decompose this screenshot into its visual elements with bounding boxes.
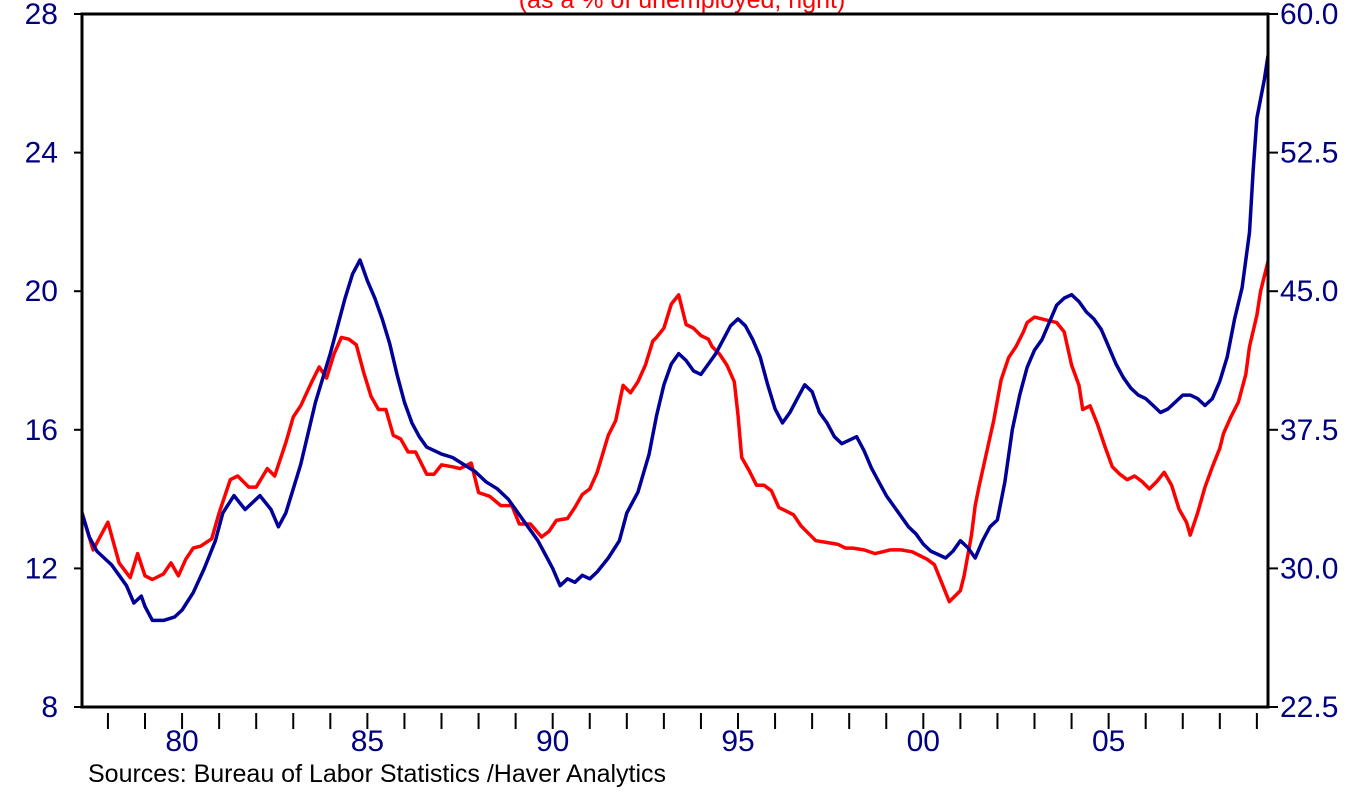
series-line-right — [82, 259, 1268, 604]
y-left-tick-label: 16 — [25, 414, 58, 447]
chart-subtitle: (as a % of unemployed, right) — [519, 0, 846, 14]
x-tick-label: 00 — [907, 725, 940, 758]
x-tick-label: 80 — [165, 725, 198, 758]
y-left-tick-label: 28 — [25, 0, 58, 31]
y-left-tick-label: 12 — [25, 552, 58, 585]
x-tick-label: 90 — [536, 725, 569, 758]
axes-layer: 8 12 16 20 24 28 22.5 30.0 37.5 45.0 52.5 60.0 80 85 9… — [25, 0, 1339, 758]
y-right-tick-label: 45.0 — [1280, 275, 1338, 308]
y-right-tick-label: 60.0 — [1280, 0, 1338, 31]
y-right-tick-label: 30.0 — [1280, 552, 1338, 585]
y-left-tick-label: 24 — [25, 137, 58, 170]
series-layer — [82, 53, 1268, 623]
plot-frame — [80, 12, 1270, 709]
x-tick-label: 95 — [721, 725, 754, 758]
y-right-tick-label: 52.5 — [1280, 137, 1338, 170]
x-tick-label: 05 — [1092, 725, 1125, 758]
source-note: Sources: Bureau of Labor Statistics /Hav… — [88, 760, 666, 788]
y-right-tick-label: 22.5 — [1280, 691, 1338, 724]
y-right-tick-label: 37.5 — [1280, 414, 1338, 447]
y-left-tick-label: 8 — [41, 691, 58, 724]
y-left-tick-label: 20 — [25, 275, 58, 308]
x-tick-label: 85 — [351, 725, 384, 758]
series-line-left — [82, 53, 1268, 623]
